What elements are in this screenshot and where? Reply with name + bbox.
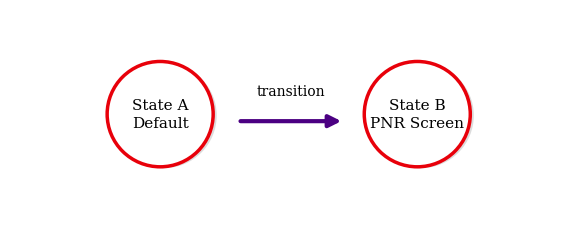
Ellipse shape [111, 64, 217, 168]
Ellipse shape [107, 62, 213, 167]
Ellipse shape [368, 64, 474, 168]
Text: State B
PNR Screen: State B PNR Screen [370, 99, 464, 131]
Text: transition: transition [257, 85, 325, 99]
Text: State A
Default: State A Default [132, 99, 189, 131]
Ellipse shape [364, 62, 470, 167]
